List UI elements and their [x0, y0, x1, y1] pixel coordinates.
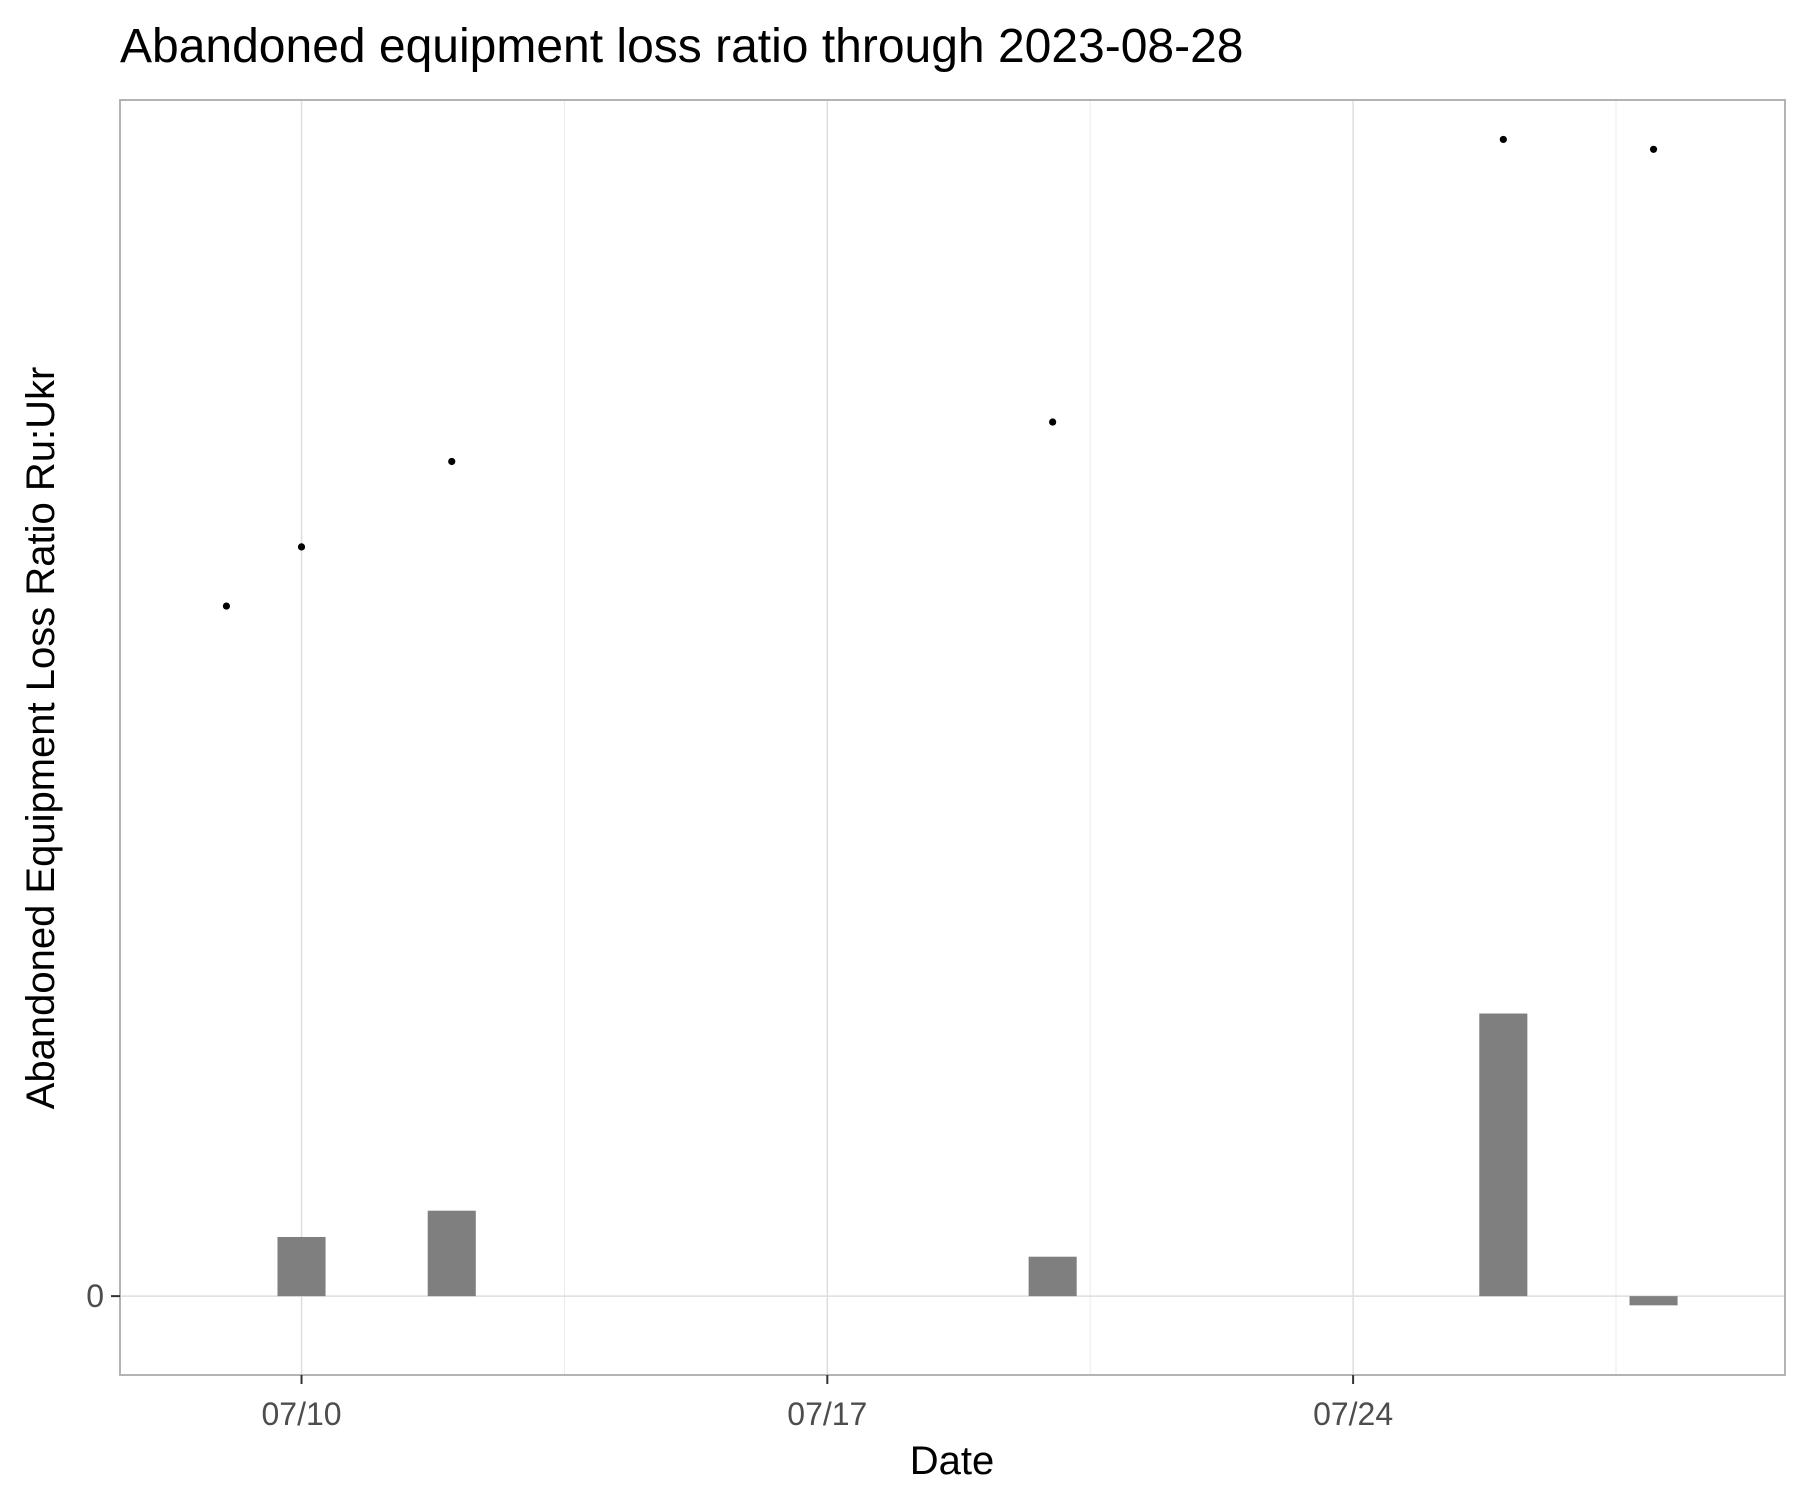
- data-point: [297, 543, 306, 551]
- chart-title: Abandoned equipment loss ratio through 2…: [120, 20, 1243, 73]
- axis-ticks: 07/10 07/17 07/24 0: [86, 1278, 1393, 1432]
- bar-series: [277, 1013, 1678, 1306]
- y-tick-label: 0: [86, 1278, 104, 1314]
- x-axis-title: Date: [910, 1439, 995, 1483]
- grid-lines: [120, 100, 1785, 1375]
- data-point: [448, 457, 456, 466]
- data-point: [1499, 135, 1507, 144]
- data-point: [222, 602, 231, 610]
- bar: [1629, 1296, 1678, 1306]
- x-tick-label: 07/10: [261, 1396, 341, 1432]
- plot-panel: [120, 100, 1785, 1375]
- data-point: [1649, 145, 1658, 153]
- bar: [1479, 1013, 1528, 1297]
- plot-border: [119, 99, 1786, 1376]
- x-tick-label: 07/17: [787, 1396, 867, 1432]
- bar: [277, 1236, 326, 1297]
- bar: [1028, 1256, 1077, 1297]
- bar: [427, 1210, 476, 1297]
- y-axis-title: Abandoned Equipment Loss Ratio Ru:Ukr: [19, 367, 63, 1110]
- point-series: [222, 135, 1658, 610]
- data-point: [1049, 418, 1057, 426]
- x-tick-label: 07/24: [1313, 1396, 1393, 1432]
